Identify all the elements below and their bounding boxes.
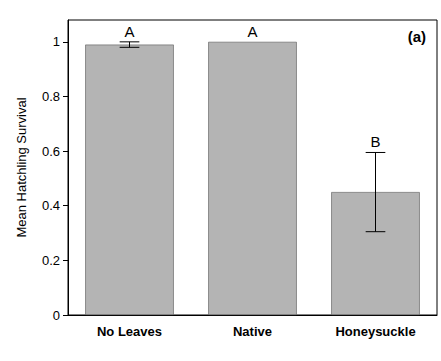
svg-text:A: A [247, 23, 257, 40]
svg-text:Mean Hatchling Survival: Mean Hatchling Survival [14, 97, 29, 237]
svg-text:0.8: 0.8 [42, 89, 60, 104]
svg-text:0.4: 0.4 [42, 198, 60, 213]
svg-text:(a): (a) [408, 28, 426, 45]
svg-text:1: 1 [53, 34, 60, 49]
svg-text:No Leaves: No Leaves [97, 324, 162, 339]
svg-text:0: 0 [53, 308, 60, 323]
svg-text:Honeysuckle: Honeysuckle [335, 324, 415, 339]
svg-text:0.2: 0.2 [42, 253, 60, 268]
svg-text:0.6: 0.6 [42, 144, 60, 159]
svg-text:B: B [370, 133, 380, 150]
svg-text:A: A [124, 23, 134, 40]
svg-text:Native: Native [233, 324, 272, 339]
